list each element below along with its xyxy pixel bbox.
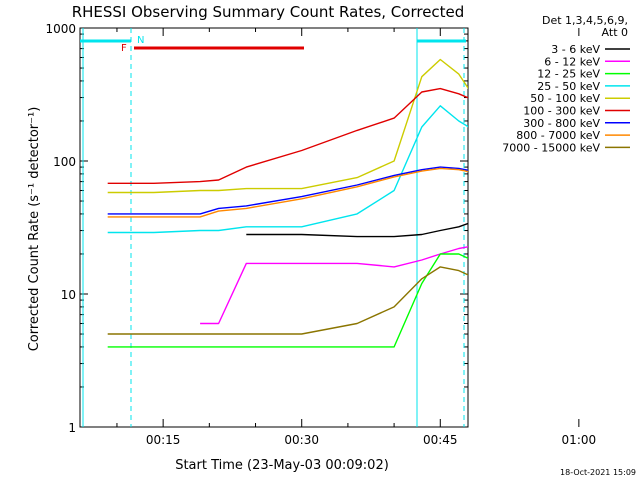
legend-label: 12 - 25 keV [537,68,600,81]
series-line [107,253,468,348]
legend-label: 25 - 50 keV [537,80,600,93]
series-line [246,222,468,238]
x-tick-label: 00:15 [146,433,181,447]
y-tick-label: 1000 [45,22,76,36]
y-tick-label: 1 [68,421,76,435]
legend-label: 800 - 7000 keV [516,129,600,142]
legend-label: 300 - 800 keV [523,117,600,130]
flag-label-f: F [121,43,127,54]
legend-label: 6 - 12 keV [544,55,600,68]
y-tick-label: 10 [61,288,76,302]
x-tick-label: 00:30 [284,433,319,447]
legend-header: Det 1,3,4,5,6,9, [542,14,628,27]
series-line [107,266,468,335]
legend-header: Att 0 [602,26,628,39]
series-line [107,166,468,215]
plot-area [79,27,580,428]
legend-label: 3 - 6 keV [551,43,600,56]
x-tick-label: 01:00 [562,433,597,447]
legend-label: 50 - 100 keV [530,92,600,105]
plot-frame [79,27,469,428]
series-line [107,58,468,194]
series-line [107,105,468,234]
x-axis-label: Start Time (23-May-03 00:09:02) [175,458,389,473]
x-tick-label: 00:45 [423,433,458,447]
chart-title: RHESSI Observing Summary Count Rates, Co… [72,3,465,21]
series-group [80,28,468,427]
series-line [107,87,468,184]
y-tick-label: 100 [53,155,76,169]
series-line [200,246,468,325]
flag-label-n: N [137,35,144,46]
legend-label: 7000 - 15000 keV [502,141,600,154]
legend-label: 100 - 300 keV [523,105,600,118]
series-line [107,167,468,218]
y-axis-label: Corrected Count Rate (s⁻¹ detector⁻¹) [27,107,42,352]
timestamp-footer: 18-Oct-2021 15:09 [560,468,636,477]
